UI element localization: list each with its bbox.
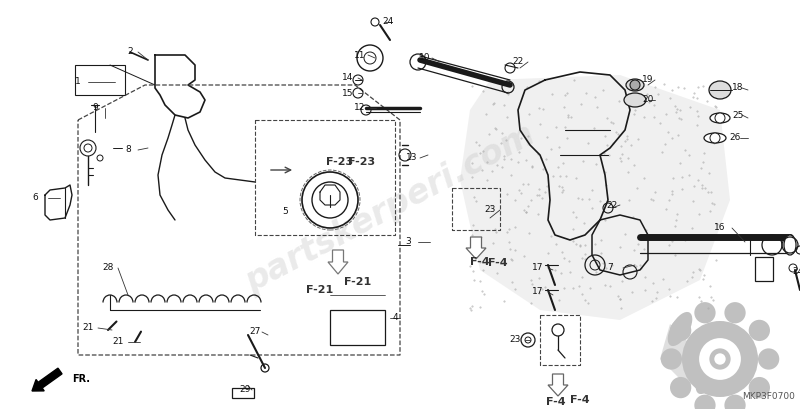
Circle shape bbox=[715, 113, 725, 123]
Text: F-21: F-21 bbox=[344, 277, 372, 287]
Text: 13: 13 bbox=[406, 153, 418, 162]
Ellipse shape bbox=[784, 235, 796, 255]
Circle shape bbox=[699, 338, 741, 380]
Text: 16: 16 bbox=[714, 223, 726, 232]
Circle shape bbox=[670, 377, 691, 398]
Circle shape bbox=[724, 395, 746, 409]
Text: partskerperi.com: partskerperi.com bbox=[239, 119, 541, 299]
Circle shape bbox=[694, 302, 716, 324]
Text: 23: 23 bbox=[510, 335, 521, 344]
Circle shape bbox=[694, 395, 716, 409]
Text: 17: 17 bbox=[532, 263, 544, 272]
Text: MKP3F0700: MKP3F0700 bbox=[742, 392, 795, 401]
Text: 1: 1 bbox=[75, 77, 81, 86]
Ellipse shape bbox=[624, 93, 646, 107]
Circle shape bbox=[630, 80, 640, 90]
Text: FR.: FR. bbox=[72, 374, 90, 384]
FancyArrow shape bbox=[32, 368, 62, 391]
Polygon shape bbox=[328, 250, 348, 274]
Text: 6: 6 bbox=[32, 193, 38, 202]
Circle shape bbox=[714, 353, 726, 365]
Circle shape bbox=[661, 348, 682, 370]
Text: 24: 24 bbox=[382, 18, 394, 27]
Text: F-4: F-4 bbox=[570, 395, 590, 405]
Text: 18: 18 bbox=[732, 83, 744, 92]
Text: 22: 22 bbox=[512, 58, 524, 67]
Text: 21: 21 bbox=[112, 337, 124, 346]
Text: 21: 21 bbox=[82, 324, 94, 333]
Bar bbox=[75, 65, 125, 95]
Text: 28: 28 bbox=[102, 263, 114, 272]
Ellipse shape bbox=[710, 113, 730, 123]
Ellipse shape bbox=[704, 133, 726, 143]
Text: 10: 10 bbox=[419, 54, 430, 63]
Text: 4: 4 bbox=[392, 314, 398, 323]
Bar bbox=[232, 388, 254, 398]
Circle shape bbox=[758, 348, 779, 370]
Ellipse shape bbox=[709, 81, 731, 99]
Circle shape bbox=[749, 377, 770, 398]
Text: F-4: F-4 bbox=[470, 257, 490, 267]
Text: 9: 9 bbox=[92, 103, 98, 112]
Bar bbox=[330, 310, 385, 345]
Ellipse shape bbox=[696, 360, 720, 394]
Text: 26: 26 bbox=[730, 133, 741, 142]
Polygon shape bbox=[660, 324, 700, 389]
Ellipse shape bbox=[668, 312, 692, 346]
Text: F-23: F-23 bbox=[348, 157, 375, 167]
Text: 8: 8 bbox=[125, 146, 131, 155]
Circle shape bbox=[724, 302, 746, 324]
Text: 22: 22 bbox=[606, 200, 618, 209]
Text: 25: 25 bbox=[732, 110, 744, 119]
Text: 29: 29 bbox=[239, 386, 250, 395]
Text: 12: 12 bbox=[354, 103, 366, 112]
Text: F-4: F-4 bbox=[488, 258, 508, 268]
Text: 24: 24 bbox=[792, 267, 800, 276]
PathPatch shape bbox=[460, 75, 730, 320]
Text: F-21: F-21 bbox=[306, 285, 334, 295]
Polygon shape bbox=[466, 237, 486, 259]
Circle shape bbox=[670, 320, 691, 341]
Text: 27: 27 bbox=[250, 328, 261, 337]
Text: 23: 23 bbox=[484, 205, 496, 214]
Text: 11: 11 bbox=[354, 50, 366, 59]
Text: 5: 5 bbox=[282, 207, 288, 216]
Circle shape bbox=[682, 321, 758, 397]
Text: F-4: F-4 bbox=[546, 397, 566, 407]
Circle shape bbox=[749, 320, 770, 341]
Text: 2: 2 bbox=[127, 47, 133, 56]
Text: 17: 17 bbox=[532, 288, 544, 297]
Text: 3: 3 bbox=[405, 238, 411, 247]
Polygon shape bbox=[548, 374, 568, 396]
Text: 19: 19 bbox=[642, 76, 654, 85]
Text: 20: 20 bbox=[642, 95, 654, 105]
Ellipse shape bbox=[626, 79, 644, 91]
Bar bbox=[755, 257, 773, 281]
Circle shape bbox=[710, 348, 730, 370]
Circle shape bbox=[710, 133, 720, 143]
Text: F-23: F-23 bbox=[326, 157, 354, 167]
Text: 7: 7 bbox=[607, 263, 613, 272]
Text: 14: 14 bbox=[342, 74, 354, 83]
Text: 15: 15 bbox=[342, 88, 354, 97]
